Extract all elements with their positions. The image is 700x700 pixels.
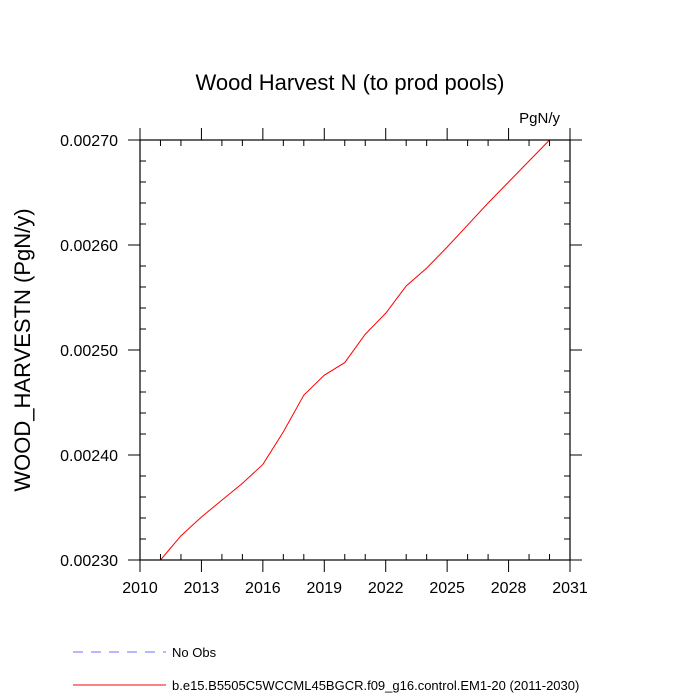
x-tick-label: 2025: [429, 580, 465, 597]
x-tick-label: 2031: [552, 580, 588, 597]
legend-entry: b.e15.B5505C5WCCML45BGCR.f09_g16.control…: [172, 678, 579, 693]
y-tick-labels: 0.00230 0.00240 0.00250 0.00260 0.00270: [60, 133, 118, 570]
series-layer: [160, 139, 550, 561]
x-tick-label: 2022: [368, 580, 404, 597]
y-axis-label: WOOD_HARVESTN (PgN/y): [10, 208, 35, 491]
x-tick-label: 2019: [306, 580, 342, 597]
y-tick-label: 0.00230: [60, 553, 118, 570]
plot-frame: [139, 139, 571, 561]
x-tick-label: 2010: [122, 580, 158, 597]
series-line: [160, 139, 550, 561]
legend-entry: No Obs: [172, 645, 217, 660]
legend: No Obs b.e15.B5505C5WCCML45BGCR.f09_g16.c…: [73, 645, 579, 693]
x-tick-label: 2016: [245, 580, 281, 597]
y-tick-label: 0.00240: [60, 448, 118, 465]
y-tick-label: 0.00250: [60, 343, 118, 360]
chart-title: Wood Harvest N (to prod pools): [196, 70, 505, 95]
x-tick-label: 2013: [184, 580, 220, 597]
axis-ticks: [128, 128, 582, 572]
x-tick-labels: 2010 2013 2016 2019 2022 2025 2028 2031: [122, 580, 588, 597]
x-tick-label: 2028: [491, 580, 527, 597]
y-tick-label: 0.00270: [60, 133, 118, 150]
units-label: PgN/y: [519, 110, 560, 127]
y-tick-label: 0.00260: [60, 238, 118, 255]
